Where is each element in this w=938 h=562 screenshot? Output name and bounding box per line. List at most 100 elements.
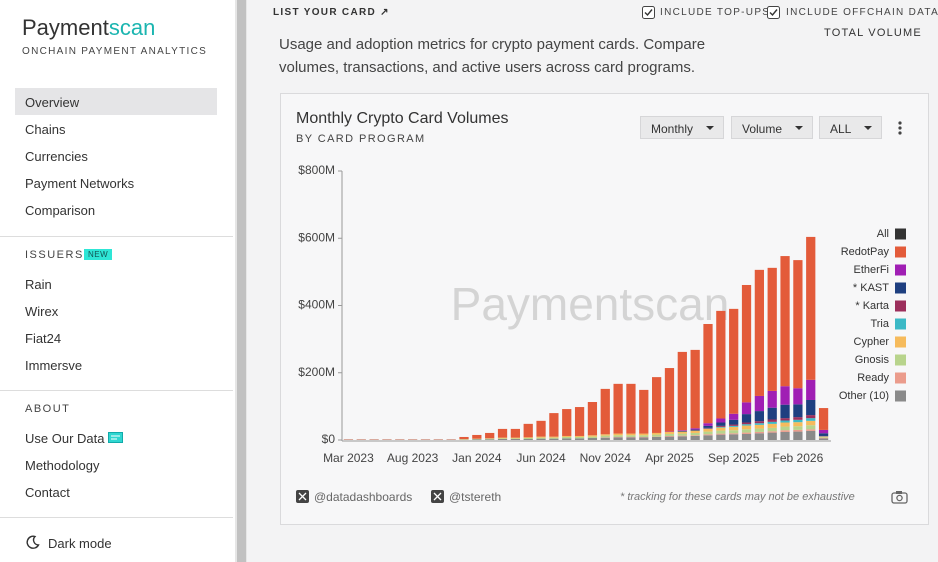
dropdown[interactable]: Monthly (640, 116, 724, 139)
bar-segment (574, 407, 585, 436)
legend-label: Cypher (854, 336, 890, 348)
x-tick-label: Sep 2025 (708, 451, 760, 465)
nav-item[interactable]: Contact (25, 485, 70, 500)
bar-segment (806, 379, 816, 400)
brand[interactable]: Paymentscan (22, 15, 155, 41)
bar-segment (767, 419, 777, 422)
bar-segment (703, 431, 713, 435)
list-card-link[interactable]: LIST YOUR CARD ↗ (273, 7, 390, 18)
bar-segment (664, 368, 675, 432)
bar-segment (741, 425, 752, 430)
nav-item[interactable]: Overview (25, 95, 80, 110)
nav-item[interactable]: Immersve (25, 358, 83, 373)
camera-icon[interactable] (891, 490, 908, 504)
bar-segment (600, 435, 610, 438)
nav-item[interactable]: Chains (25, 122, 66, 137)
nav-item[interactable]: Use Our Data (25, 431, 105, 446)
more-menu[interactable] (896, 120, 904, 136)
nav-item[interactable]: Fiat24 (25, 331, 62, 346)
nav-item[interactable]: Comparison (25, 203, 96, 218)
bar-segment (677, 436, 687, 440)
bar-segment (780, 404, 790, 419)
bar-segment (716, 425, 726, 427)
legend-swatch (895, 282, 906, 294)
bar-segment (664, 436, 675, 440)
bar-segment (613, 437, 623, 440)
nav-item[interactable]: Methodology (25, 458, 100, 473)
nav-item[interactable]: Payment Networks (25, 176, 135, 191)
bar-segment (767, 423, 777, 428)
nav-item[interactable]: Wirex (25, 304, 59, 319)
bar-segment (767, 390, 777, 408)
bar-segment (652, 436, 662, 440)
bar-segment (754, 269, 764, 396)
bar-segment (793, 422, 803, 427)
bar-segment (729, 413, 739, 420)
x-tick-label: Jan 2024 (452, 451, 502, 465)
bar-segment (677, 351, 687, 431)
bar-segment (600, 437, 610, 440)
bar-segment (549, 437, 559, 439)
dropdown[interactable]: Volume (731, 116, 813, 139)
bar-segment (806, 418, 816, 421)
checkbox[interactable] (767, 6, 780, 19)
bar-segment (677, 431, 687, 434)
dark-mode-toggle[interactable]: Dark mode (48, 536, 112, 551)
bar-segment (536, 437, 546, 439)
nav-item[interactable]: Currencies (25, 149, 88, 164)
bar-segment (703, 425, 713, 428)
bar-segment (690, 428, 700, 430)
x-logo (296, 490, 309, 503)
bar-segment (690, 432, 700, 436)
chart-subtitle: BY CARD PROGRAM (296, 133, 426, 145)
bar-segment (574, 438, 585, 440)
bar-segment (677, 433, 687, 436)
bar-segment (806, 420, 816, 426)
bar-segment (562, 436, 572, 439)
toggle-label: INCLUDE OFFCHAIN DATA (786, 7, 938, 18)
bar-segment (741, 284, 752, 403)
checkbox[interactable] (642, 6, 655, 19)
bar-segment (523, 423, 533, 438)
bar-segment (677, 430, 687, 432)
legend-swatch (895, 264, 906, 276)
bar-segment (677, 430, 687, 431)
nav-item[interactable]: Rain (25, 277, 52, 292)
bar-segment (472, 439, 482, 440)
bar-segment (780, 430, 790, 432)
dropdown-label: Monthly (651, 122, 694, 136)
bar-segment (806, 399, 816, 416)
scrollbar-thumb[interactable] (237, 0, 246, 562)
bar-segment (818, 429, 829, 434)
x-tick-label: Aug 2023 (387, 451, 439, 465)
dropdown[interactable]: ALL (819, 116, 882, 139)
bar-segment (729, 434, 739, 440)
legend-label: Gnosis (855, 354, 890, 366)
bar-segment (767, 431, 777, 433)
bar-segment (729, 425, 739, 427)
bar-segment (664, 431, 675, 434)
bar-segment (639, 435, 649, 437)
legend-swatch (895, 246, 906, 258)
bar-segment (741, 429, 752, 433)
bar-segment (626, 383, 636, 434)
bar-segment (754, 423, 764, 425)
bar-segment (818, 408, 829, 430)
bar-segment (716, 310, 726, 419)
bar-segment (664, 433, 675, 436)
bar-segment (729, 419, 739, 425)
bar-segment (459, 436, 469, 439)
bar-segment (767, 432, 777, 440)
handle-link[interactable]: @datadashboards (314, 490, 413, 504)
bar-segment (523, 438, 533, 440)
bar-segment (703, 428, 713, 432)
bar-segment (600, 434, 610, 436)
divider (0, 390, 233, 391)
bar-segment (652, 434, 662, 437)
bar-segment (806, 430, 816, 440)
y-tick-label: $200M (298, 365, 335, 379)
bar-segment (613, 383, 623, 434)
bar-segment (613, 435, 623, 437)
bar-segment (703, 435, 713, 440)
handle-link[interactable]: @tstereth (449, 490, 502, 504)
